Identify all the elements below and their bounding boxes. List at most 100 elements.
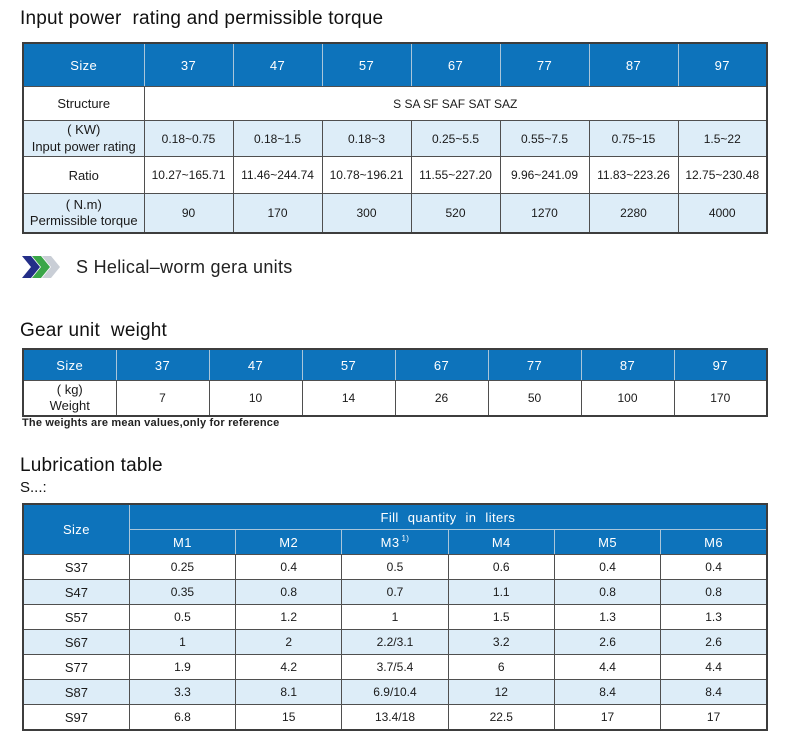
fill-cell: 0.4: [660, 554, 768, 580]
lubrication-subtitle: S...:: [20, 479, 47, 496]
size-value-cell: 57: [301, 348, 396, 381]
table-row: S57 0.5 1.2 1 1.5 1.3 1.3: [22, 604, 768, 630]
weight-cell: 10: [208, 380, 303, 417]
input-power-cell: 0.55~7.5: [499, 120, 590, 157]
fill-cell: 6: [447, 654, 555, 680]
input-power-unit: ( KW): [67, 122, 101, 138]
size-value-cell: 37: [115, 348, 210, 381]
torque-unit: ( N.m): [65, 196, 102, 212]
weight-table: Size 37 47 57 67 77 87 97 ( kg) Weight 7…: [22, 348, 768, 417]
fill-cell: 4.2: [235, 654, 343, 680]
table-row: S87 3.3 8.1 6.9/10.4 12 8.4 8.4: [22, 679, 768, 705]
weight-cell: 26: [394, 380, 489, 417]
fill-cell: 2.2/3.1: [341, 629, 449, 655]
size-header-cell: Size: [22, 348, 117, 381]
fill-cell: 17: [660, 704, 768, 731]
fill-cell: 1.3: [660, 604, 768, 630]
input-power-row: ( KW) Input power rating 0.18~0.75 0.18~…: [22, 120, 768, 157]
fill-quantity-header-cell: Fill quantity in liters: [128, 503, 768, 530]
structure-value-cell: S SA SF SAF SAT SAZ: [143, 86, 768, 121]
fill-cell: 1.3: [553, 604, 662, 630]
fill-cell: 1.1: [447, 579, 555, 605]
weight-cell: 50: [487, 380, 582, 417]
torque-cell: 520: [410, 193, 501, 234]
fill-cell: 0.7: [341, 579, 449, 605]
torque-cell: 170: [232, 193, 323, 234]
weight-cell: 100: [580, 380, 675, 417]
fill-cell: 0.8: [660, 579, 768, 605]
table-row: S77 1.9 4.2 3.7/5.4 6 4.4 4.4: [22, 654, 768, 680]
model-cell: S37: [22, 554, 130, 580]
torque-cell: 2280: [588, 193, 679, 234]
input-power-cell: 0.18~1.5: [232, 120, 323, 157]
lubrication-section-title: Lubrication table: [20, 455, 163, 476]
model-cell: S77: [22, 654, 130, 680]
m-column-header: M3 1): [341, 529, 449, 555]
weight-section-title: Gear unit weight: [20, 320, 168, 341]
input-power-label: Input power rating: [31, 138, 136, 154]
ratio-cell: 11.46~244.74: [232, 156, 323, 194]
ratio-cell: 10.27~165.71: [143, 156, 234, 194]
fill-cell: 13.4/18: [341, 704, 449, 731]
fill-cell: 0.8: [235, 579, 343, 605]
torque-cell: 300: [321, 193, 412, 234]
fill-cell: 22.5: [447, 704, 555, 731]
m-column-header: M1: [128, 529, 237, 555]
m-column-header: M5: [553, 529, 662, 555]
size-value-cell: 97: [673, 348, 768, 381]
ratio-cell: 11.83~223.26: [588, 156, 679, 194]
ratio-cell: 11.55~227.20: [410, 156, 501, 194]
size-value-cell: 77: [487, 348, 582, 381]
input-power-cell: 0.75~15: [588, 120, 679, 157]
ratio-cell: 12.75~230.48: [677, 156, 768, 194]
fill-cell: 8.4: [553, 679, 662, 705]
table-row: S47 0.35 0.8 0.7 1.1 0.8 0.8: [22, 579, 768, 605]
power-section-title: Input power rating and permissible torqu…: [20, 8, 384, 29]
fill-cell: 3.7/5.4: [341, 654, 449, 680]
weight-label-cell: ( kg) Weight: [22, 380, 117, 417]
input-power-cell: 0.18~3: [321, 120, 412, 157]
model-cell: S87: [22, 679, 130, 705]
weight-table-header-row: Size 37 47 57 67 77 87 97: [22, 348, 768, 381]
size-value-cell: 87: [588, 42, 679, 87]
fill-cell: 0.35: [128, 579, 237, 605]
fill-cell: 2: [235, 629, 343, 655]
input-power-label-cell: ( KW) Input power rating: [22, 120, 145, 157]
input-power-cell: 1.5~22: [677, 120, 768, 157]
structure-row: Structure S SA SF SAF SAT SAZ: [22, 86, 768, 121]
size-value-cell: 47: [208, 348, 303, 381]
fill-cell: 15: [235, 704, 343, 731]
size-value-cell: 77: [499, 42, 590, 87]
torque-cell: 4000: [677, 193, 768, 234]
fill-cell: 8.1: [235, 679, 343, 705]
fill-cell: 0.6: [447, 554, 555, 580]
fill-cell: 4.4: [660, 654, 768, 680]
ratio-cell: 10.78~196.21: [321, 156, 412, 194]
input-power-cell: 0.18~0.75: [143, 120, 234, 157]
m-column-header: M4: [447, 529, 555, 555]
ratio-cell: 9.96~241.09: [499, 156, 590, 194]
ratio-row: Ratio 10.27~165.71 11.46~244.74 10.78~19…: [22, 156, 768, 194]
torque-cell: 1270: [499, 193, 590, 234]
model-cell: S67: [22, 629, 130, 655]
size-header-cell: Size: [22, 503, 130, 555]
table-row: S37 0.25 0.4 0.5 0.6 0.4 0.4: [22, 554, 768, 580]
fill-cell: 2.6: [553, 629, 662, 655]
weight-row: ( kg) Weight 7 10 14 26 50 100 170: [22, 380, 768, 417]
torque-row: ( N.m) Permissible torque 90 170 300 520…: [22, 193, 768, 234]
weight-unit: ( kg): [56, 381, 83, 397]
input-power-cell: 0.25~5.5: [410, 120, 501, 157]
lubrication-header-row-1: Size Fill quantity in liters: [22, 503, 768, 555]
size-value-cell: 37: [143, 42, 234, 87]
fill-cell: 17: [553, 704, 662, 731]
weight-cell: 14: [301, 380, 396, 417]
fill-cell: 0.4: [553, 554, 662, 580]
table-row: S67 1 2 2.2/3.1 3.2 2.6 2.6: [22, 629, 768, 655]
fill-cell: 6.8: [128, 704, 237, 731]
size-value-cell: 67: [394, 348, 489, 381]
triple-chevron-icon: [22, 256, 60, 278]
fill-cell: 12: [447, 679, 555, 705]
fill-cell: 1.5: [447, 604, 555, 630]
series-heading-text: S Helical–worm gera units: [76, 256, 293, 277]
